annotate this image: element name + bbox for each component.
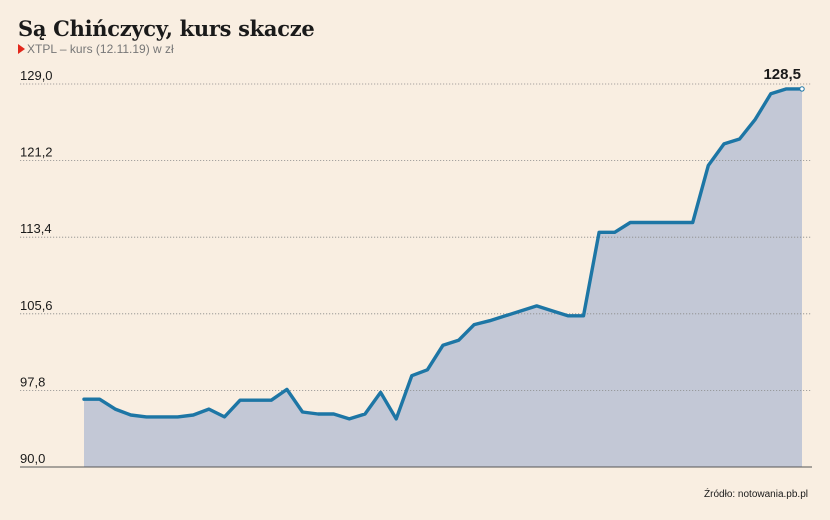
red-triangle-icon (18, 44, 25, 54)
y-tick-label: 129,0 (20, 68, 53, 83)
subtitle-text: XTPL – kurs (12.11.19) w zł (27, 42, 174, 56)
y-tick-label: 113,4 (20, 221, 52, 236)
area-fill (84, 88, 802, 468)
last-point (799, 86, 805, 92)
chart-subtitle: XTPL – kurs (12.11.19) w zł (18, 42, 174, 56)
y-tick-label: 105,6 (20, 298, 53, 313)
y-tick-label: 90,0 (20, 451, 45, 466)
chart-title: Są Chińczycy, kurs skacze (18, 16, 315, 41)
last-value-label: 128,5 (763, 66, 801, 83)
source-note: Źródło: notowania.pb.pl (704, 489, 808, 500)
series-line (82, 87, 804, 421)
y-tick-label: 97,8 (20, 374, 45, 389)
y-tick-label: 121,2 (20, 145, 53, 160)
